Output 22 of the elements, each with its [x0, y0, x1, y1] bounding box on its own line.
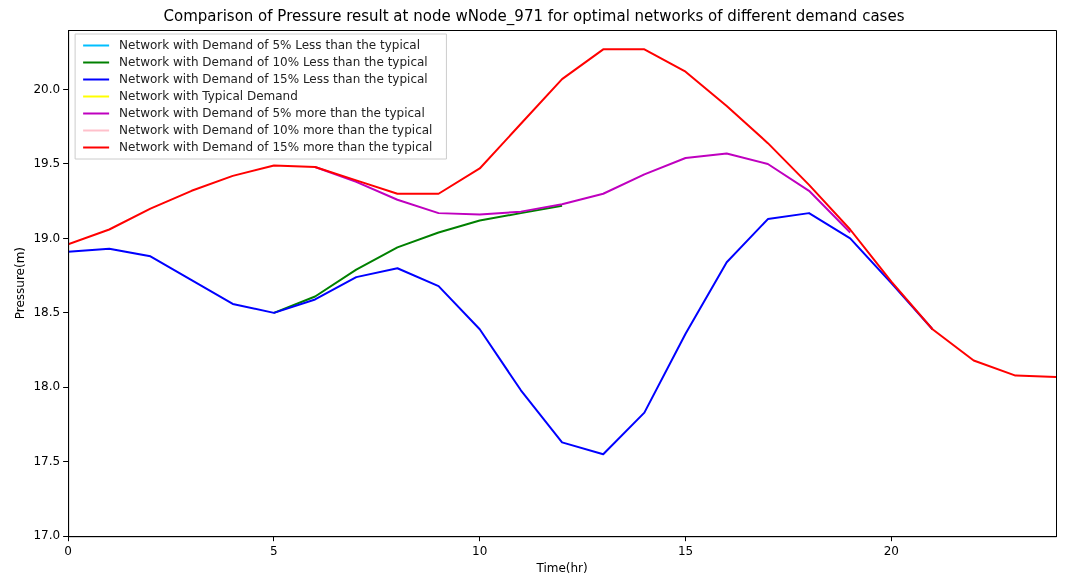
x-tick-label: 0 — [64, 543, 72, 558]
legend-label: Network with Demand of 10% more than the typical — [119, 122, 433, 137]
y-tick-label: 19.5 — [33, 156, 61, 171]
x-tick-label: 5 — [270, 543, 278, 558]
x-tick-label: 20 — [883, 543, 899, 558]
y-tick-label: 18.0 — [33, 379, 61, 394]
x-axis-title: Time(hr) — [535, 560, 588, 575]
legend-label: Network with Demand of 15% Less than the typical — [119, 71, 428, 86]
y-tick-label: 20.0 — [33, 81, 61, 96]
chart-title: Comparison of Pressure result at node wNode_971 for optimal networks of different demand cases — [163, 6, 905, 26]
x-tick-label: 10 — [472, 543, 488, 558]
y-tick-label: 17.0 — [33, 528, 61, 543]
x-tick-label: 15 — [677, 543, 694, 558]
legend-label: Network with Demand of 15% more than the typical — [119, 139, 433, 154]
legend-label: Network with Demand of 10% Less than the typical — [119, 54, 428, 69]
y-tick-label: 18.5 — [33, 305, 61, 319]
y-tick-label: 19.0 — [33, 230, 61, 245]
y-axis-title: Pressure(m) — [13, 246, 28, 320]
y-tick-label: 17.5 — [33, 453, 61, 468]
legend-label: Network with Typical Demand — [119, 88, 298, 103]
legend-label: Network with Demand of 5% Less than the typical — [119, 37, 421, 52]
legend-label: Network with Demand of 5% more than the typical — [119, 105, 425, 120]
